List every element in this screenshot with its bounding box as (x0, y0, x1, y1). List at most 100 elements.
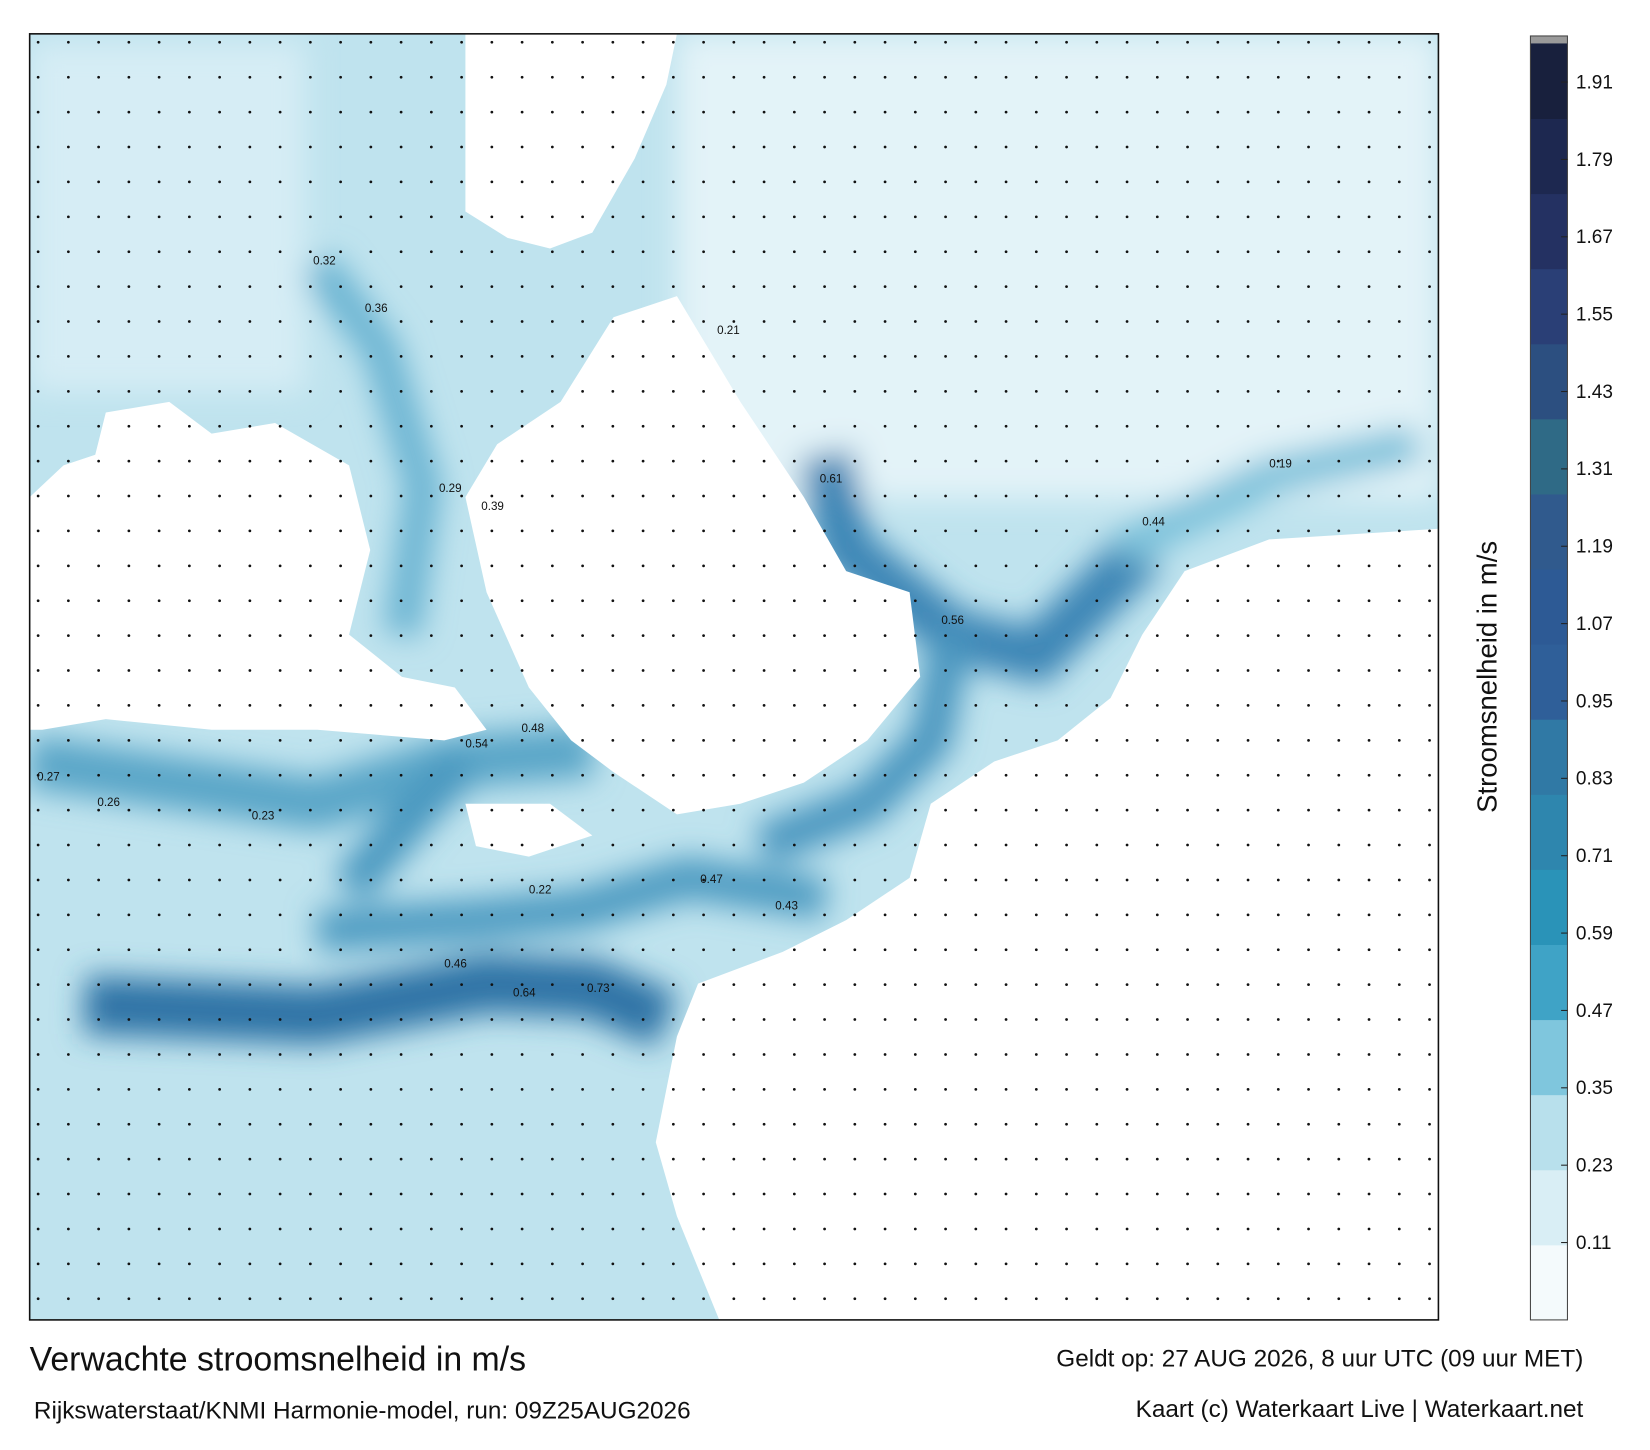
grid-dot (1034, 145, 1038, 149)
grid-dot (944, 634, 947, 638)
grid-dot (1034, 250, 1038, 254)
grid-dot (581, 1122, 584, 1126)
grid-dot (641, 983, 645, 987)
grid-dot (1397, 40, 1401, 44)
grid-dot (1397, 459, 1401, 463)
grid-dot (308, 669, 312, 672)
grid-dot (127, 599, 131, 603)
grid-dot (1186, 599, 1189, 603)
grid-dot (157, 215, 161, 219)
grid-dot (853, 564, 857, 568)
grid-dot (944, 1262, 947, 1266)
grid-dot (1095, 948, 1099, 952)
grid-dot (520, 389, 524, 393)
grid-dot (127, 424, 131, 428)
grid-dot (671, 1087, 675, 1091)
grid-dot (97, 1053, 100, 1056)
grid-dot (1155, 634, 1159, 638)
grid-dot (671, 1122, 675, 1126)
grid-dot (1095, 564, 1099, 568)
grid-dot (1155, 75, 1159, 79)
grid-dot (1307, 355, 1310, 358)
grid-dot (1216, 285, 1220, 288)
grid-dot (520, 494, 524, 498)
grid-dot (308, 75, 312, 79)
grid-dot (641, 634, 645, 638)
grid-dot (581, 808, 584, 812)
grid-dot (853, 215, 857, 219)
grid-dot (67, 1192, 70, 1196)
grid-dot (369, 1227, 373, 1231)
grid-dot (278, 634, 282, 638)
grid-dot (944, 669, 947, 672)
grid-dot (157, 634, 161, 638)
grid-dot (157, 355, 161, 358)
grid-dot (1428, 1053, 1431, 1056)
grid-dot (157, 459, 161, 463)
grid-dot (520, 1122, 524, 1126)
grid-dot (1307, 564, 1310, 568)
grid-dot (157, 75, 161, 79)
grid-dot (278, 948, 282, 952)
grid-dot (1216, 1053, 1220, 1056)
grid-dot (1246, 948, 1250, 952)
grid-dot (1125, 424, 1129, 428)
grid-dot (157, 983, 161, 987)
grid-dot (67, 948, 70, 952)
grid-dot (883, 75, 887, 79)
grid-dot (1397, 669, 1401, 672)
grid-dot (974, 145, 978, 149)
grid-dot (1397, 320, 1401, 323)
grid-dot (732, 215, 736, 219)
grid-dot (1397, 494, 1401, 498)
grid-dot (187, 355, 191, 358)
grid-dot (1367, 983, 1371, 987)
grid-dot (67, 40, 70, 44)
grid-dot (1155, 145, 1159, 149)
grid-dot (792, 948, 796, 952)
grid-dot (1428, 40, 1431, 44)
grid-dot (1428, 1227, 1431, 1231)
grid-dot (36, 355, 40, 358)
grid-dot (581, 983, 584, 987)
grid-dot (823, 424, 826, 428)
grid-dot (550, 843, 554, 847)
grid-dot (1246, 1192, 1250, 1196)
grid-dot (97, 808, 100, 812)
grid-dot (490, 808, 494, 812)
grid-dot (399, 215, 403, 219)
grid-dot (853, 320, 857, 323)
grid-dot (762, 669, 766, 672)
grid-dot (248, 1053, 252, 1056)
grid-dot (67, 145, 70, 149)
grid-dot (1186, 389, 1189, 393)
grid-dot (1186, 1018, 1189, 1021)
grid-dot (1034, 355, 1038, 358)
grid-dot (974, 704, 978, 707)
grid-dot (1337, 320, 1341, 323)
grid-dot (520, 250, 524, 254)
grid-dot (762, 75, 766, 79)
grid-dot (460, 215, 463, 219)
grid-dot (1367, 459, 1371, 463)
grid-dot (1065, 669, 1068, 672)
grid-dot (1155, 494, 1159, 498)
grid-dot (460, 494, 463, 498)
grid-dot (1095, 1122, 1099, 1126)
grid-dot (429, 1227, 433, 1231)
grid-dot (67, 564, 70, 568)
grid-dot (36, 145, 40, 149)
grid-dot (218, 1157, 221, 1161)
grid-dot (187, 878, 191, 882)
grid-dot (1428, 285, 1431, 288)
grid-dot (1428, 773, 1431, 777)
grid-dot (520, 738, 524, 742)
grid-dot (1428, 1122, 1431, 1126)
grid-dot (278, 1087, 282, 1091)
grid-dot (187, 459, 191, 463)
grid-dot (339, 773, 342, 777)
grid-dot (1095, 773, 1099, 777)
grid-dot (520, 75, 524, 79)
grid-dot (369, 40, 373, 44)
grid-dot (308, 145, 312, 149)
